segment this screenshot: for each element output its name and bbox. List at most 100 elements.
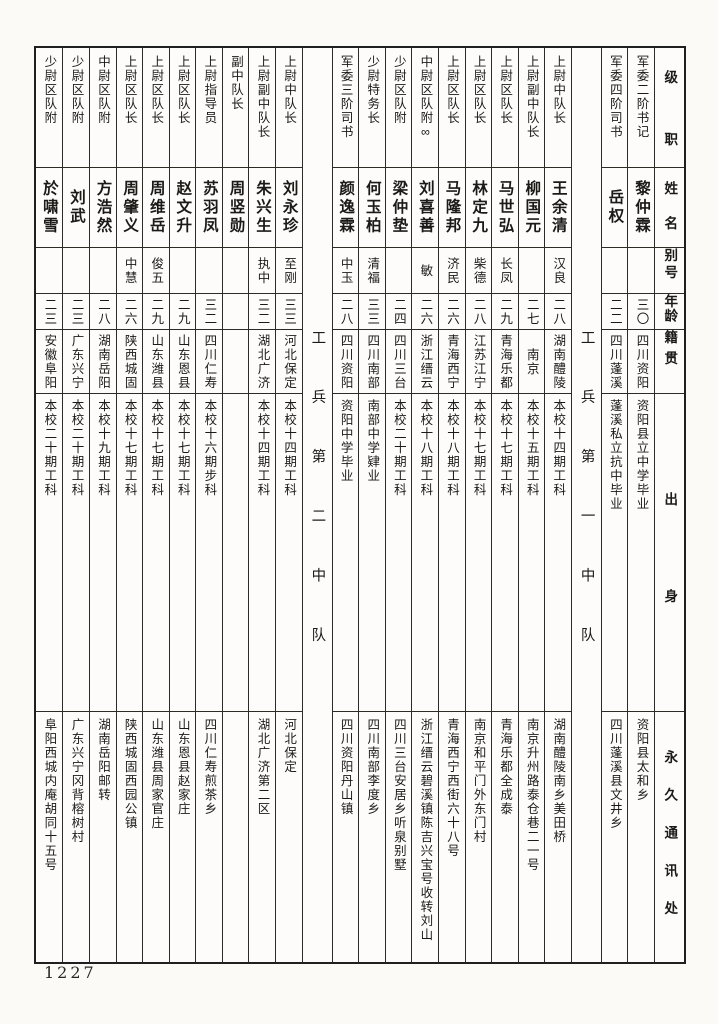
background-text: 本校十七期工科 <box>175 399 190 497</box>
background-cell <box>222 394 249 712</box>
background-text: 本校十九期工科 <box>96 399 111 497</box>
address-text: 青海西宁西街六十八号 <box>444 718 459 858</box>
name-text: 马隆邦 <box>443 179 461 236</box>
name-text: 赵文升 <box>174 179 192 236</box>
native-place-cell: 浙江缙云 <box>412 330 438 394</box>
alias-text: 至刚 <box>282 256 297 285</box>
col-header-name: 姓名 <box>662 181 678 248</box>
alias-cell <box>63 248 90 294</box>
native-place-text: 四川蓬溪 <box>607 333 622 390</box>
background-cell: 本校二十期工科 <box>35 394 63 712</box>
name-cell: 马隆邦 <box>438 168 465 248</box>
page-number: 1227 <box>44 963 97 982</box>
background-cell: 本校十四期工科 <box>545 394 571 712</box>
name-cell: 黎仲霖 <box>628 168 654 248</box>
rank-cell: 少尉特务长 <box>359 48 385 168</box>
alias-cell: 至刚 <box>276 248 302 294</box>
age-cell: 三三 <box>359 294 385 330</box>
rank-text: 军委三阶司书 <box>338 55 353 139</box>
background-cell: 本校十七期工科 <box>492 394 518 712</box>
header-cell-age: 年龄 <box>655 294 684 330</box>
age-text: 二三 <box>69 297 84 326</box>
name-text: 柳国元 <box>523 179 541 236</box>
name-cell: 於啸雪 <box>35 168 63 248</box>
alias-cell: 执中 <box>249 248 276 294</box>
person-column: 上尉区队长 周维岳 俊五 二九 山东潍县 本校十七期工科 山东潍县周家官庄 <box>142 48 169 962</box>
background-text: 本校十七期工科 <box>122 399 137 497</box>
col-header-address: 永久通讯处 <box>662 750 678 939</box>
age-text: 二八 <box>338 297 353 326</box>
alias-text: 中慧 <box>122 256 137 285</box>
rank-text: 上尉区队长 <box>149 55 164 125</box>
address-cell: 湖北广济第二区 <box>249 712 275 962</box>
rank-cell: 上尉区队长 <box>492 48 518 168</box>
rank-text: 少尉区队附 <box>42 55 57 125</box>
background-cell: 本校二十期工科 <box>63 394 90 712</box>
native-place-text: 青海西宁 <box>444 333 459 390</box>
age-cell <box>222 294 249 330</box>
col-header-origin: 出身 <box>662 492 678 687</box>
native-place-text: 山东潍县 <box>149 333 164 390</box>
name-text: 苏羽凤 <box>200 179 218 236</box>
name-cell: 赵文升 <box>169 168 196 248</box>
address-text: 资阳县太和乡 <box>634 718 649 802</box>
age-text: 二九 <box>149 297 164 326</box>
rank-cell: 上尉区队长 <box>169 48 196 168</box>
background-cell: 本校十五期工科 <box>518 394 545 712</box>
age-cell: 二九 <box>492 294 518 330</box>
name-text: 刘喜善 <box>416 179 434 236</box>
person-column: 上尉副中队长 柳国元 二七 南京 本校十五期工科 南京升州路泰仓巷二一号 <box>517 48 545 962</box>
age-cell: 三二 <box>196 294 222 330</box>
rank-cell: 军委二阶书记 <box>628 48 654 168</box>
address-cell: 南京和平门外东门村 <box>466 712 492 962</box>
rank-cell: 少尉区队附 <box>35 48 63 168</box>
native-place-cell: 四川资阳 <box>332 330 359 394</box>
age-cell: 二三 <box>35 294 63 330</box>
header-cell-address: 永久通讯处 <box>655 712 684 962</box>
name-cell: 周肇义 <box>116 168 143 248</box>
native-place-cell: 四川资阳 <box>628 330 654 394</box>
address-cell: 青海乐都全成泰 <box>492 712 518 962</box>
name-text: 马世弘 <box>496 179 514 236</box>
age-cell: 二六 <box>412 294 438 330</box>
native-place-cell: 山东潍县 <box>143 330 169 394</box>
address-cell: 资阳县太和乡 <box>628 712 654 962</box>
age-cell: 二八 <box>90 294 116 330</box>
background-cell: 本校十七期工科 <box>143 394 169 712</box>
native-place-text: 湖北广济 <box>255 333 270 390</box>
rank-cell: 上尉区队长 <box>438 48 465 168</box>
address-text: 四川蓬溪县文井乡 <box>607 718 622 830</box>
rank-cell: 军委四阶司书 <box>601 48 628 168</box>
rank-cell: 上尉指导员 <box>196 48 222 168</box>
rank-text: 少尉区队附 <box>391 55 406 125</box>
person-column: 副中队长 周竖勋 <box>221 48 249 962</box>
rank-cell: 上尉区队长 <box>465 48 492 168</box>
rank-cell: 副中队长 <box>222 48 249 168</box>
background-cell: 资阳县立中学毕业 <box>628 394 654 712</box>
name-text: 林定九 <box>470 179 488 236</box>
alias-cell <box>90 248 116 294</box>
name-cell: 刘永珍 <box>276 168 302 248</box>
address-text: 山东恩县赵家庄 <box>175 718 190 816</box>
native-place-cell: 四川三台 <box>385 330 412 394</box>
name-cell: 刘喜善 <box>412 168 438 248</box>
address-text: 南京和平门外东门村 <box>471 718 486 844</box>
header-column: 级职 姓名 别号 年龄 籍贯 出身 永久通讯处 <box>654 48 684 962</box>
native-place-cell: 山东恩县 <box>169 330 196 394</box>
name-cell: 颜逸霖 <box>332 168 359 248</box>
native-place-text: 湖南岳阳 <box>96 333 111 390</box>
age-text: 三二 <box>202 297 217 326</box>
native-place-cell: 湖南醴陵 <box>545 330 571 394</box>
address-text: 四川三台安居乡听泉别墅 <box>391 718 406 872</box>
background-text: 本校十四期工科 <box>255 399 270 497</box>
rank-cell: 上尉中队长 <box>545 48 571 168</box>
name-cell: 朱兴生 <box>249 168 276 248</box>
native-place-cell: 四川仁寿 <box>196 330 222 394</box>
native-place-cell: 青海乐都 <box>492 330 518 394</box>
rank-text: 军委四阶司书 <box>607 55 622 139</box>
address-text: 山东潍县周家官庄 <box>149 718 164 830</box>
age-text: 二八 <box>96 297 111 326</box>
name-text: 黎仲霖 <box>632 179 650 236</box>
address-text: 阜阳西城内庵胡同十五号 <box>42 718 57 872</box>
alias-cell <box>196 248 222 294</box>
